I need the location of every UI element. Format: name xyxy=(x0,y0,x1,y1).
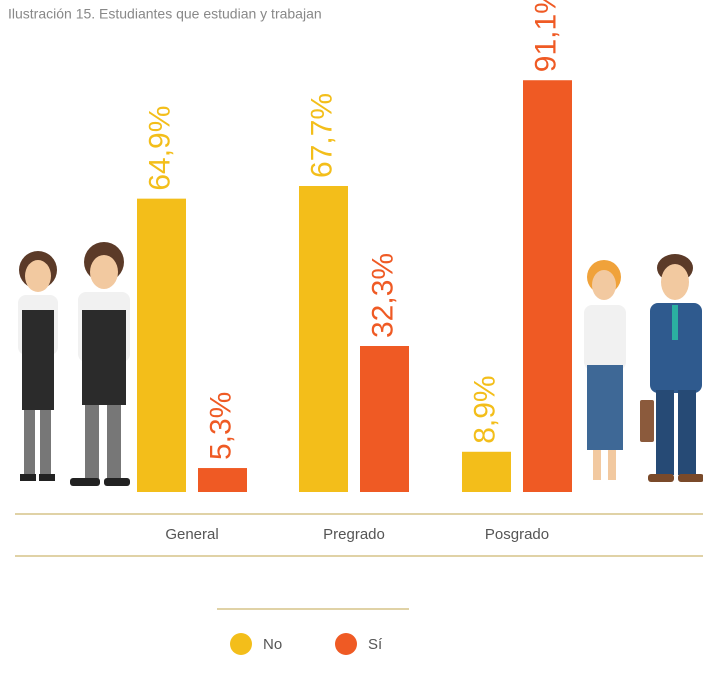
legend-label: Sí xyxy=(368,636,383,653)
illustration xyxy=(18,242,130,486)
legend-swatch xyxy=(230,633,252,655)
value-label: 5,3% xyxy=(204,392,237,460)
x-tick-label: General xyxy=(165,526,218,543)
value-label: 67,7% xyxy=(305,93,338,178)
illustration xyxy=(584,254,703,482)
value-label: 91,1% xyxy=(529,0,562,72)
legend-swatch xyxy=(335,633,357,655)
x-tick-label: Posgrado xyxy=(485,526,549,543)
legend-label: No xyxy=(263,636,282,653)
bar xyxy=(299,185,348,492)
value-label: 64,9% xyxy=(143,106,176,191)
bar xyxy=(137,198,186,493)
value-label: 8,9% xyxy=(468,375,501,443)
bar xyxy=(360,346,409,492)
x-tick-label: Pregrado xyxy=(323,526,385,543)
bar xyxy=(198,468,247,492)
bar xyxy=(523,80,572,492)
value-label: 32,3% xyxy=(366,253,399,338)
chart-title: Ilustración 15. Estudiantes que estudian… xyxy=(8,6,322,22)
bar xyxy=(462,451,511,492)
